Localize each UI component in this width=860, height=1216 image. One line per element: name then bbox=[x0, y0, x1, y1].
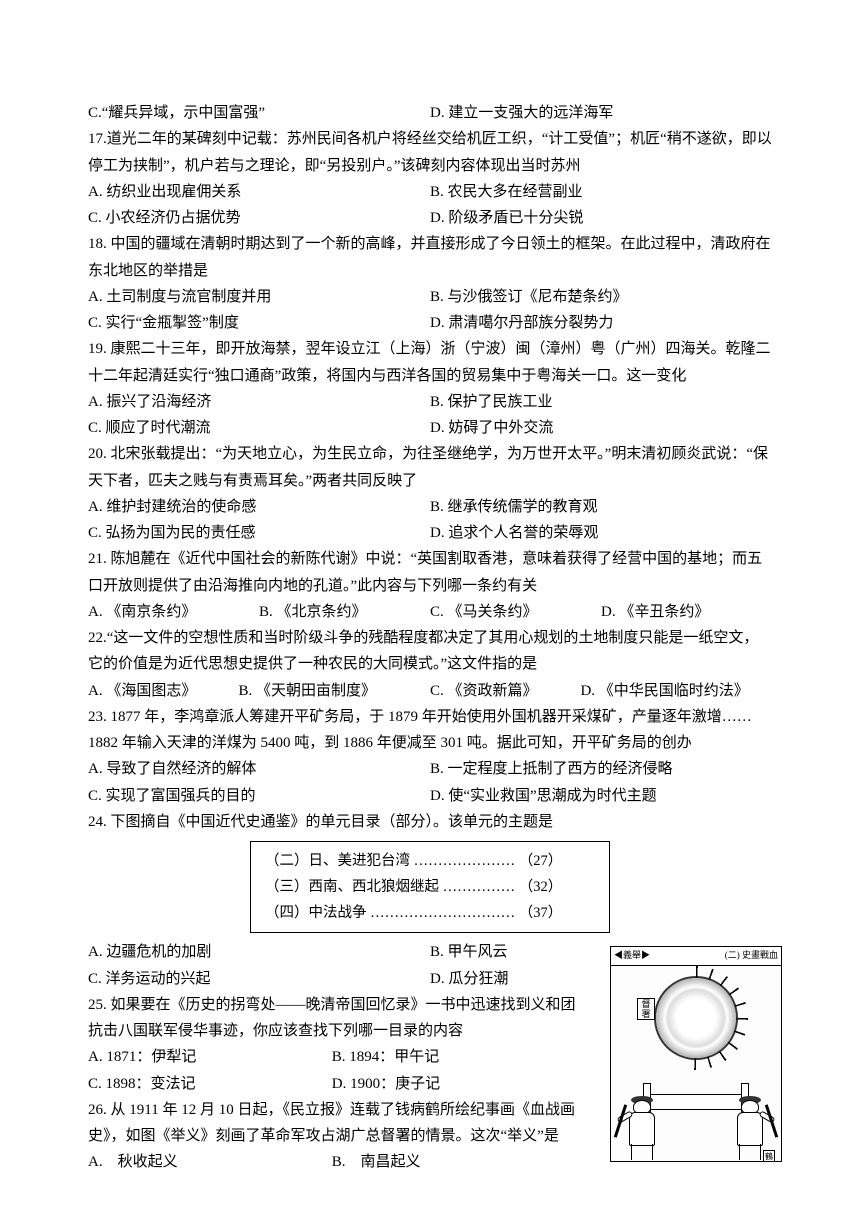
q22-stem: 22.“这一文件的空想性质和当时阶级斗争的残酷程度都决定了其用心规划的土地制度只… bbox=[88, 625, 772, 678]
illus-top-right: (二) 史畫戰血 bbox=[725, 948, 778, 964]
q20-opt-a: A. 维护封建统治的使命感 bbox=[88, 494, 430, 520]
soldier-left-icon bbox=[621, 1100, 665, 1160]
q18-options: A. 土司制度与流官制度并用 B. 与沙俄签订《尼布楚条约》 C. 实行“金瓶掣… bbox=[88, 284, 772, 337]
q23-opt-d: D. 使“实业救国”思潮成为时代主题 bbox=[430, 783, 772, 809]
q24-stem: 24. 下图摘自《中国近代史通鉴》的单元目录（部分）。该单元的主题是 bbox=[88, 809, 772, 835]
q25-stem: 25. 如果要在《历史的拐弯处——晚清帝国回忆录》一书中迅速找到义和团抗击八国联… bbox=[88, 992, 578, 1045]
q19-stem: 19. 康熙二十三年，即开放海禁，翌年设立江（上海）浙（宁波）闽（漳州）粤（广州… bbox=[88, 336, 772, 389]
q17-opt-a: A. 纺织业出现雇佣关系 bbox=[88, 179, 430, 205]
q24-toc-line-3: （四）中法战争 ………………………… （37） bbox=[265, 900, 595, 926]
q16-options-partial: C.“耀兵异域，示中国富强” D. 建立一支强大的远洋海军 bbox=[88, 100, 772, 126]
q18-opt-d: D. 肃清噶尔丹部族分裂势力 bbox=[430, 310, 772, 336]
q22-opt-a: A. 《海国图志》 bbox=[88, 678, 238, 704]
q19-opt-a: A. 振兴了沿海经济 bbox=[88, 389, 430, 415]
explosion-icon bbox=[656, 978, 736, 1058]
illustration-art: 督署 鶴 bbox=[611, 966, 781, 1162]
q20-opt-d: D. 追求个人名誉的荣辱观 bbox=[430, 520, 772, 546]
illustration-header: ◀義舉▶ (二) 史畫戰血 bbox=[611, 947, 781, 966]
q23-opt-c: C. 实现了富国强兵的目的 bbox=[88, 783, 430, 809]
q16-opt-c: C.“耀兵异域，示中国富强” bbox=[88, 100, 430, 126]
q21-opt-a: A. 《南京条约》 bbox=[88, 599, 259, 625]
q17-options: A. 纺织业出现雇佣关系 B. 农民大多在经营副业 C. 小农经济仍占据优势 D… bbox=[88, 179, 772, 232]
q20-opt-c: C. 弘扬为国为民的责任感 bbox=[88, 520, 430, 546]
q20-stem: 20. 北宋张载提出：“为天地立心，为生民立命，为往圣继绝学，为万世开太平。”明… bbox=[88, 441, 772, 494]
q21-opt-d: D. 《辛丑条约》 bbox=[601, 599, 772, 625]
q24-toc-line-1: （二）日、美进犯台湾 ………………… （27） bbox=[265, 848, 595, 874]
q23-options: A. 导致了自然经济的解体 B. 一定程度上抵制了西方的经济侵略 C. 实现了富… bbox=[88, 756, 772, 809]
artist-seal: 鶴 bbox=[763, 1150, 775, 1162]
q26-opt-b: B. 南昌起义 bbox=[332, 1149, 572, 1175]
banner-label: 督署 bbox=[637, 998, 655, 1020]
q24-opt-c: C. 洋务运动的兴起 bbox=[88, 966, 430, 992]
q26-options-partial: A. 秋收起义 B. 南昌起义 bbox=[88, 1149, 578, 1175]
q18-opt-a: A. 土司制度与流官制度并用 bbox=[88, 284, 430, 310]
q21-options: A. 《南京条约》 B. 《北京条约》 C. 《马关条约》 D. 《辛丑条约》 bbox=[88, 599, 772, 625]
q17-stem: 17.道光二年的某碑刻中记载：苏州民间各机户将经丝交给机匠工织，“计工受值”；机… bbox=[88, 126, 772, 179]
illustration-juyi: ◀義舉▶ (二) 史畫戰血 督署 鶴 bbox=[610, 946, 782, 1162]
q17-opt-b: B. 农民大多在经营副业 bbox=[430, 179, 772, 205]
q23-stem: 23. 1877 年，李鸿章派人筹建开平矿务局，于 1879 年开始使用外国机器… bbox=[88, 704, 772, 757]
q19-opt-c: C. 顺应了时代潮流 bbox=[88, 415, 430, 441]
q17-opt-d: D. 阶级矛盾已十分尖锐 bbox=[430, 205, 772, 231]
q22-options: A. 《海国图志》 B. 《天朝田亩制度》 C. 《资政新篇》 D. 《中华民国… bbox=[88, 678, 772, 704]
q18-opt-b: B. 与沙俄签订《尼布楚条约》 bbox=[430, 284, 772, 310]
q22-opt-c: C. 《资政新篇》 bbox=[430, 678, 580, 704]
q25-options: A. 1871：伊犁记 B. 1894：甲午记 C. 1898：变法记 D. 1… bbox=[88, 1044, 578, 1097]
q21-stem: 21. 陈旭麓在《近代中国社会的新陈代谢》中说：“英国割取香港，意味着获得了经营… bbox=[88, 546, 772, 599]
q24-toc-line-2: （三）西南、西北狼烟继起 …………… （32） bbox=[265, 874, 595, 900]
q22-opt-d: D. 《中华民国临时约法》 bbox=[580, 678, 772, 704]
q20-options: A. 维护封建统治的使命感 B. 继承传统儒学的教育观 C. 弘扬为国为民的责任… bbox=[88, 494, 772, 547]
q24-opt-a: A. 边疆危机的加剧 bbox=[88, 939, 430, 965]
q20-opt-b: B. 继承传统儒学的教育观 bbox=[430, 494, 772, 520]
illus-top-left: ◀義舉▶ bbox=[614, 948, 650, 964]
q17-opt-c: C. 小农经济仍占据优势 bbox=[88, 205, 430, 231]
q21-opt-c: C. 《马关条约》 bbox=[430, 599, 601, 625]
q23-opt-b: B. 一定程度上抵制了西方的经济侵略 bbox=[430, 756, 772, 782]
q26-opt-a: A. 秋收起义 bbox=[88, 1149, 328, 1175]
q25-opt-c: C. 1898：变法记 bbox=[88, 1071, 328, 1097]
q22-opt-b: B. 《天朝田亩制度》 bbox=[238, 678, 430, 704]
q25-opt-a: A. 1871：伊犁记 bbox=[88, 1044, 328, 1070]
q26-stem: 26. 从 1911 年 12 月 10 日起，《民立报》连载了钱病鹤所绘纪事画… bbox=[88, 1097, 578, 1150]
q23-opt-a: A. 导致了自然经济的解体 bbox=[88, 756, 430, 782]
q19-opt-b: B. 保护了民族工业 bbox=[430, 389, 772, 415]
q24-toc-box: （二）日、美进犯台湾 ………………… （27） （三）西南、西北狼烟继起 ………… bbox=[250, 841, 610, 933]
q25-opt-b: B. 1894：甲午记 bbox=[332, 1044, 572, 1070]
q19-opt-d: D. 妨碍了中外交流 bbox=[430, 415, 772, 441]
q16-opt-d: D. 建立一支强大的远洋海军 bbox=[430, 100, 772, 126]
q19-options: A. 振兴了沿海经济 B. 保护了民族工业 C. 顺应了时代潮流 D. 妨碍了中… bbox=[88, 389, 772, 442]
q18-opt-c: C. 实行“金瓶掣签”制度 bbox=[88, 310, 430, 336]
q25-opt-d: D. 1900：庚子记 bbox=[332, 1071, 572, 1097]
q18-stem: 18. 中国的疆域在清朝时期达到了一个新的高峰，并直接形成了今日领土的框架。在此… bbox=[88, 231, 772, 284]
q21-opt-b: B. 《北京条约》 bbox=[259, 599, 430, 625]
